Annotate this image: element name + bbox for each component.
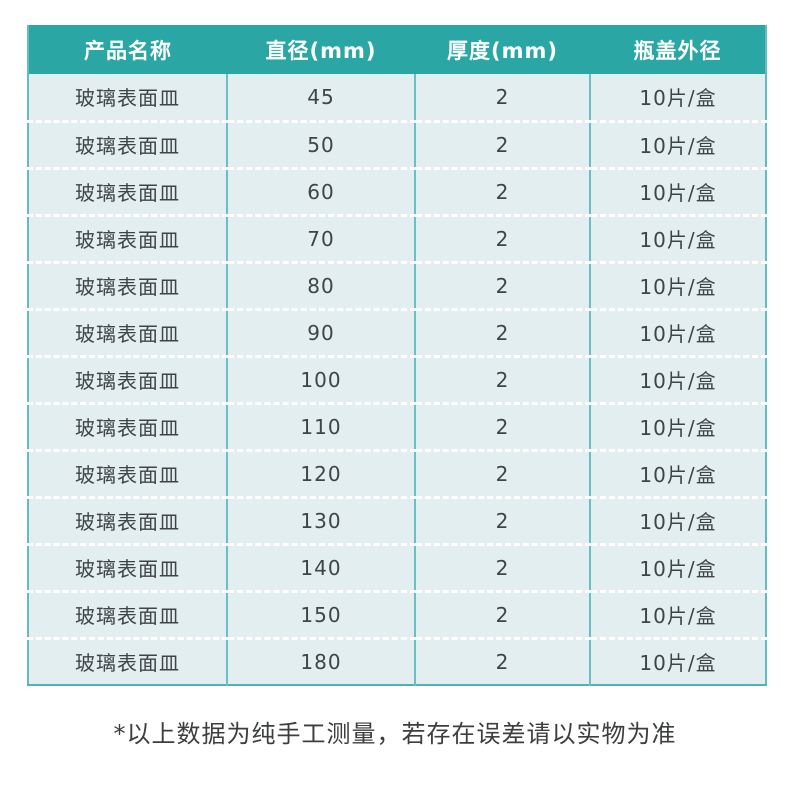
cell-pack: 10片/盒 [589, 448, 766, 497]
table-row: 玻璃表面皿 60 2 10片/盒 [28, 166, 766, 215]
cell-pack: 10片/盒 [589, 354, 766, 403]
cell-pack: 10片/盒 [589, 307, 766, 356]
table-row: 玻璃表面皿 120 2 10片/盒 [28, 448, 766, 497]
cell-thickness: 2 [414, 307, 590, 356]
col-header-product-name: 产品名称 [28, 25, 227, 74]
cell-diameter: 120 [226, 448, 415, 497]
cell-product-name: 玻璃表面皿 [28, 401, 227, 450]
cell-pack: 10片/盒 [589, 401, 766, 450]
cell-thickness: 2 [414, 589, 590, 638]
header-row: 产品名称 直径(mm) 厚度(mm) 瓶盖外径 [28, 25, 766, 74]
cell-diameter: 60 [226, 166, 415, 215]
cell-thickness: 2 [414, 495, 590, 544]
cell-thickness: 2 [414, 119, 590, 168]
table-row: 玻璃表面皿 140 2 10片/盒 [28, 542, 766, 591]
cell-thickness: 2 [414, 74, 590, 121]
cell-product-name: 玻璃表面皿 [28, 260, 227, 309]
table-row: 玻璃表面皿 130 2 10片/盒 [28, 495, 766, 544]
table-row: 玻璃表面皿 80 2 10片/盒 [28, 260, 766, 309]
cell-diameter: 45 [226, 74, 415, 121]
cell-thickness: 2 [414, 448, 590, 497]
table-row: 玻璃表面皿 150 2 10片/盒 [28, 589, 766, 638]
col-header-thickness: 厚度(mm) [415, 25, 590, 74]
cell-diameter: 100 [226, 354, 415, 403]
cell-pack: 10片/盒 [589, 589, 766, 638]
cell-pack: 10片/盒 [589, 495, 766, 544]
cell-diameter: 130 [226, 495, 415, 544]
cell-product-name: 玻璃表面皿 [28, 307, 227, 356]
cell-pack: 10片/盒 [589, 74, 766, 121]
table-row: 玻璃表面皿 90 2 10片/盒 [28, 307, 766, 356]
cell-diameter: 180 [226, 636, 415, 685]
cell-thickness: 2 [414, 636, 590, 685]
measurement-disclaimer: *以上数据为纯手工测量，若存在误差请以实物为准 [113, 720, 677, 748]
cell-product-name: 玻璃表面皿 [28, 119, 227, 168]
cell-pack: 10片/盒 [589, 119, 766, 168]
cell-diameter: 110 [226, 401, 415, 450]
col-header-diameter: 直径(mm) [227, 25, 415, 74]
cell-product-name: 玻璃表面皿 [28, 74, 227, 121]
cell-thickness: 2 [414, 354, 590, 403]
cell-pack: 10片/盒 [589, 213, 766, 262]
cell-pack: 10片/盒 [589, 260, 766, 309]
cell-product-name: 玻璃表面皿 [28, 542, 227, 591]
cell-product-name: 玻璃表面皿 [28, 354, 227, 403]
cell-product-name: 玻璃表面皿 [28, 213, 227, 262]
cell-pack: 10片/盒 [589, 166, 766, 215]
cell-diameter: 70 [226, 213, 415, 262]
cell-thickness: 2 [414, 166, 590, 215]
cell-diameter: 90 [226, 307, 415, 356]
table-row: 玻璃表面皿 110 2 10片/盒 [28, 401, 766, 450]
cell-thickness: 2 [414, 260, 590, 309]
cell-product-name: 玻璃表面皿 [28, 636, 227, 685]
table-row: 玻璃表面皿 70 2 10片/盒 [28, 213, 766, 262]
cell-diameter: 80 [226, 260, 415, 309]
cell-product-name: 玻璃表面皿 [28, 166, 227, 215]
cell-pack: 10片/盒 [589, 542, 766, 591]
cell-diameter: 150 [226, 589, 415, 638]
cell-thickness: 2 [414, 401, 590, 450]
product-spec-table: 产品名称 直径(mm) 厚度(mm) 瓶盖外径 玻璃表面皿 45 2 10片/盒… [27, 25, 767, 686]
cell-diameter: 140 [226, 542, 415, 591]
cell-diameter: 50 [226, 119, 415, 168]
table-row: 玻璃表面皿 180 2 10片/盒 [28, 636, 766, 685]
cell-pack: 10片/盒 [589, 636, 766, 685]
cell-product-name: 玻璃表面皿 [28, 495, 227, 544]
table-row: 玻璃表面皿 100 2 10片/盒 [28, 354, 766, 403]
cell-product-name: 玻璃表面皿 [28, 589, 227, 638]
cell-product-name: 玻璃表面皿 [28, 448, 227, 497]
table-row: 玻璃表面皿 45 2 10片/盒 [28, 74, 766, 121]
table-row: 玻璃表面皿 50 2 10片/盒 [28, 119, 766, 168]
cell-thickness: 2 [414, 542, 590, 591]
col-header-cap-outer-diameter: 瓶盖外径 [590, 25, 766, 74]
cell-thickness: 2 [414, 213, 590, 262]
